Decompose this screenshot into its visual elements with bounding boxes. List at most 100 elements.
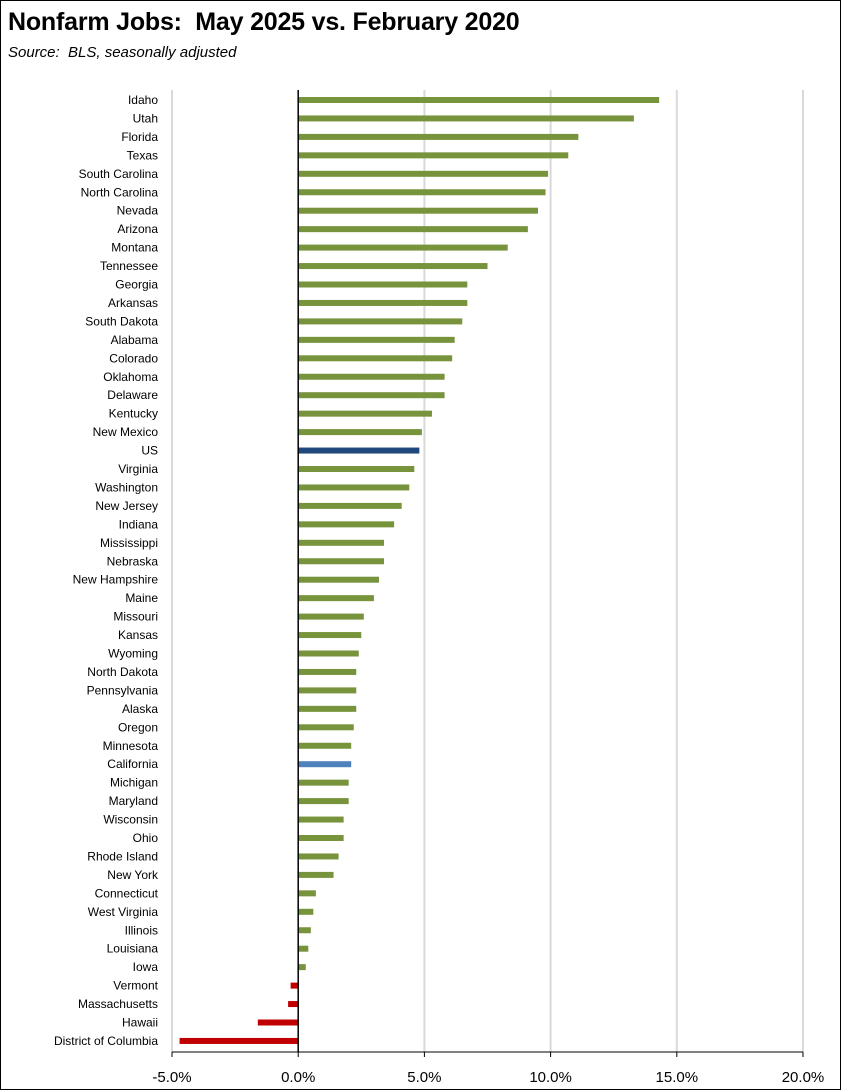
bar-wyoming [298,650,359,657]
bar-minnesota [298,742,352,749]
bar-idaho [298,97,660,103]
category-label: Utah [133,111,158,125]
x-tick-label: 0.0% [281,1069,315,1086]
bar-nebraska [298,558,385,565]
bar-nevada [298,207,538,214]
bar-pennsylvania [298,687,357,694]
category-label: Massachusetts [78,997,158,1011]
category-label: Texas [127,148,158,162]
bar-washington [298,484,410,491]
bar-us [298,447,420,454]
tick-labels: -5.0% 0.0% 5.0% 10.0% 15.0% 20.0% [152,1069,824,1086]
category-label: New York [107,868,159,882]
category-label: Vermont [113,979,158,993]
bar-new-york [298,871,334,878]
category-label: Iowa [133,960,159,974]
bar-iowa [298,964,306,971]
category-label: Pennsylvania [87,683,159,697]
category-labels: Idaho Utah Florida Texas South Carolina North… [54,93,159,1048]
category-label: Rhode Island [87,849,158,863]
category-label: Idaho [128,93,158,107]
bar-vermont [290,982,299,989]
bar-california [298,761,352,768]
bar-michigan [298,779,349,786]
bar-north-dakota [298,668,357,675]
category-label: Colorado [109,351,158,365]
x-tick-label: 10.0% [529,1069,572,1086]
bar-virginia [298,466,415,472]
category-label: North Dakota [87,665,158,679]
bars [179,97,660,1044]
category-label: Delaware [107,388,158,402]
x-tick-label: 15.0% [656,1069,699,1086]
category-label: Indiana [119,517,159,531]
category-label: California [107,757,158,771]
category-label: District of Columbia [54,1034,158,1048]
category-label: West Virginia [88,905,159,919]
category-label: Louisiana [107,942,159,956]
category-label: Michigan [110,776,158,790]
bar-alabama [298,336,455,343]
bar-florida [298,133,579,140]
bar-massachusetts [288,1001,299,1008]
category-label: North Carolina [81,185,159,199]
category-label: Arizona [117,222,158,236]
category-label: Minnesota [103,739,159,753]
bar-texas [298,152,569,159]
category-label: New Jersey [95,499,158,513]
category-label: Hawaii [122,1016,158,1030]
bar-georgia [298,281,468,288]
bar-alaska [298,705,357,712]
category-label: US [141,444,158,458]
bar-new-jersey [298,502,402,509]
bar-missouri [298,613,364,620]
category-label: South Carolina [79,167,159,181]
bar-ohio [298,835,344,841]
category-label: Kentucky [109,407,158,421]
category-label: Wisconsin [103,813,158,827]
category-label: Maine [125,591,158,605]
bar-colorado [298,355,453,362]
x-tick-label: 5.0% [407,1069,441,1086]
bar-connecticut [298,890,316,897]
bar-rhode-island [298,853,339,860]
category-label: Wyoming [108,647,158,661]
category-label: Alaska [122,702,158,716]
bar-hawaii [257,1019,299,1026]
axes [171,90,804,1057]
category-label: Connecticut [95,886,159,900]
bar-west-virginia [298,908,314,915]
category-label: Alabama [111,333,159,347]
category-label: Montana [111,241,158,255]
bar-utah [298,115,634,122]
bar-maine [298,595,374,602]
category-label: Mississippi [100,536,158,550]
category-label: Washington [95,480,158,494]
category-label: Kansas [118,628,158,642]
bar-kansas [298,632,362,639]
bar-montana [298,244,508,251]
gridlines [171,90,804,1052]
bar-illinois [298,927,311,934]
bar-indiana [298,521,395,528]
category-label: New Mexico [93,425,159,439]
category-label: Virginia [118,462,158,476]
chart-subtitle: Source: BLS, seasonally adjusted [8,44,237,61]
bar-south-dakota [298,318,463,325]
bar-oklahoma [298,373,445,380]
category-label: Tennessee [100,259,158,273]
x-tick-label: -5.0% [152,1069,191,1086]
bar-louisiana [298,945,309,952]
x-tick-label: 20.0% [782,1069,825,1086]
bar-kentucky [298,410,432,417]
bar-north-carolina [298,189,546,196]
category-label: South Dakota [85,314,158,328]
category-label: New Hampshire [73,573,159,587]
category-label: Oklahoma [103,370,158,384]
bar-mississippi [298,539,385,546]
category-label: Oregon [118,720,158,734]
category-label: Illinois [125,923,158,937]
category-label: Maryland [109,794,158,808]
